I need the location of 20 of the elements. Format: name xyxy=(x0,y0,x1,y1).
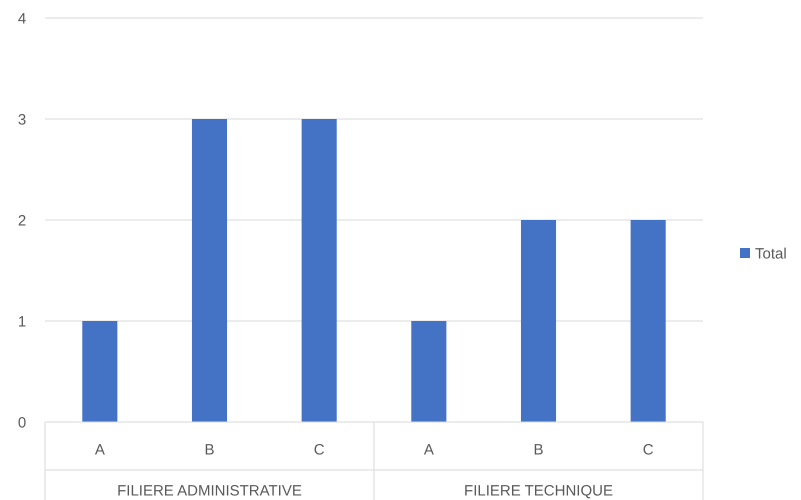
bar xyxy=(192,119,228,422)
y-tick-label: 1 xyxy=(18,313,26,330)
x-tick-label: B xyxy=(204,441,215,458)
text: FILIERE TECHNIQUE xyxy=(464,482,613,500)
y-tick-label: 3 xyxy=(18,111,26,128)
bar xyxy=(82,321,118,422)
x-tick-label: C xyxy=(642,441,654,458)
bar xyxy=(520,220,556,422)
x-tick-label: C xyxy=(314,441,325,458)
y-tick-label: 2 xyxy=(18,212,26,230)
text: FILIERE ADMINISTRATIVE xyxy=(117,482,302,500)
legend-label: Total xyxy=(755,245,787,262)
bar xyxy=(630,220,666,422)
x-tick-label: B xyxy=(533,441,544,458)
bar xyxy=(411,321,446,422)
y-tick-label: 0 xyxy=(18,414,26,432)
bar xyxy=(302,119,337,422)
x-tick-label: A xyxy=(424,441,434,458)
y-tick-label: 4 xyxy=(18,10,26,28)
x-tick-label: A xyxy=(94,441,105,458)
